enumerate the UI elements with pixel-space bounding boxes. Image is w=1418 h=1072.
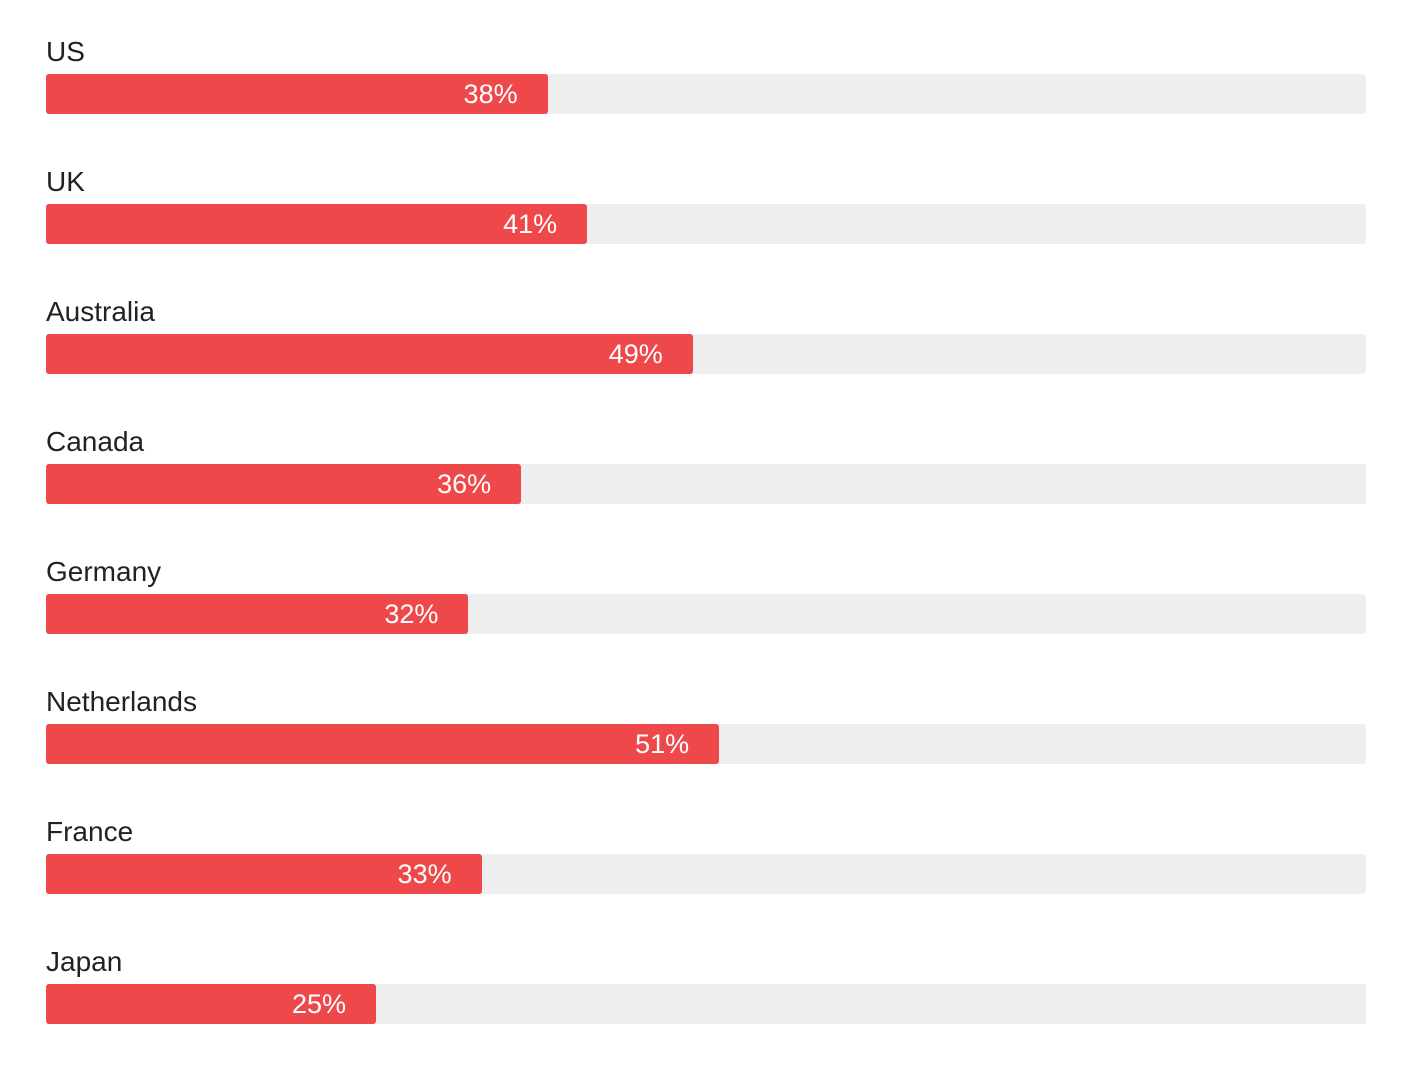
bar-row: UK 41% bbox=[46, 162, 1366, 292]
country-label: Canada bbox=[46, 426, 145, 457]
bar-fill: 36% bbox=[46, 464, 522, 504]
bar-fill: 51% bbox=[46, 724, 720, 764]
country-label: France bbox=[46, 816, 134, 847]
bar-fill: 41% bbox=[46, 204, 588, 244]
bar-track: 49% bbox=[46, 334, 1366, 374]
percent-label: 41% bbox=[503, 209, 558, 239]
bar-row: US 38% bbox=[46, 32, 1366, 162]
bar-row: Australia 49% bbox=[46, 292, 1366, 422]
percent-label: 36% bbox=[437, 469, 492, 499]
bar-track: 38% bbox=[46, 74, 1366, 114]
bar-row: Canada 36% bbox=[46, 422, 1366, 552]
bar-track: 36% bbox=[46, 464, 1366, 504]
percent-label: 51% bbox=[635, 729, 690, 759]
bar-fill: 25% bbox=[46, 984, 376, 1024]
country-label: Germany bbox=[46, 556, 162, 587]
bar-track: 33% bbox=[46, 854, 1366, 894]
country-label: US bbox=[46, 36, 85, 67]
country-label: Japan bbox=[46, 946, 123, 977]
country-label: Australia bbox=[46, 296, 155, 327]
bar-track: 41% bbox=[46, 204, 1366, 244]
country-label: UK bbox=[46, 166, 85, 197]
bar-track: 25% bbox=[46, 984, 1366, 1024]
progress-bar-chart: US 38% UK 41% Australia 49% Canada 36% G… bbox=[46, 32, 1366, 1072]
bar-fill: 38% bbox=[46, 74, 548, 114]
percent-label: 49% bbox=[608, 339, 663, 369]
bar-row: Japan 25% bbox=[46, 942, 1366, 1072]
percent-label: 38% bbox=[463, 79, 518, 109]
percent-label: 33% bbox=[397, 859, 452, 889]
bar-fill: 32% bbox=[46, 594, 469, 634]
bar-track: 32% bbox=[46, 594, 1366, 634]
bar-fill: 49% bbox=[46, 334, 693, 374]
country-label: Netherlands bbox=[46, 686, 197, 717]
percent-label: 25% bbox=[291, 989, 346, 1019]
bar-row: Germany 32% bbox=[46, 552, 1366, 682]
bar-track: 51% bbox=[46, 724, 1366, 764]
bar-fill: 33% bbox=[46, 854, 482, 894]
bar-row: France 33% bbox=[46, 812, 1366, 942]
percent-label: 32% bbox=[384, 599, 439, 629]
bar-row: Netherlands 51% bbox=[46, 682, 1366, 812]
